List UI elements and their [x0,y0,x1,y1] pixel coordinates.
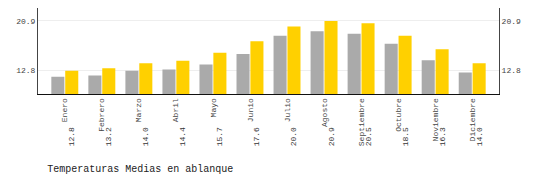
svg-text:Temperaturas Medias en ablanqu: Temperaturas Medias en ablanque [47,164,233,174]
svg-text:18.5: 18.5 [401,127,410,146]
svg-text:Diciembre: Diciembre [468,98,477,141]
svg-text:12.8: 12.8 [502,66,521,75]
svg-text:Febrero: Febrero [97,98,106,132]
svg-text:Abril: Abril [172,98,181,122]
svg-text:17.6: 17.6 [252,127,261,146]
svg-text:Marzo: Marzo [134,98,143,122]
svg-text:Octubre: Octubre [394,98,403,132]
svg-text:Junio: Junio [246,98,255,122]
svg-text:14.0: 14.0 [475,127,484,146]
svg-text:12.8: 12.8 [16,66,35,75]
svg-text:14.4: 14.4 [178,127,187,146]
svg-text:20.0: 20.0 [289,127,298,146]
svg-text:16.3: 16.3 [438,127,447,146]
svg-text:20.9: 20.9 [502,17,521,26]
svg-text:Noviembre: Noviembre [431,98,440,141]
svg-text:20.9: 20.9 [16,17,35,26]
svg-text:Enero: Enero [60,98,69,122]
svg-text:20.9: 20.9 [327,127,336,146]
svg-text:Julio: Julio [283,98,292,122]
svg-text:12.8: 12.8 [67,127,76,146]
svg-text:13.2: 13.2 [104,127,113,146]
svg-text:Mayo: Mayo [209,98,218,117]
svg-text:14.0: 14.0 [141,127,150,146]
svg-text:Septiembre: Septiembre [357,98,366,146]
svg-text:Agosto: Agosto [320,98,329,127]
svg-text:15.7: 15.7 [215,127,224,146]
svg-text:20.5: 20.5 [364,127,373,146]
